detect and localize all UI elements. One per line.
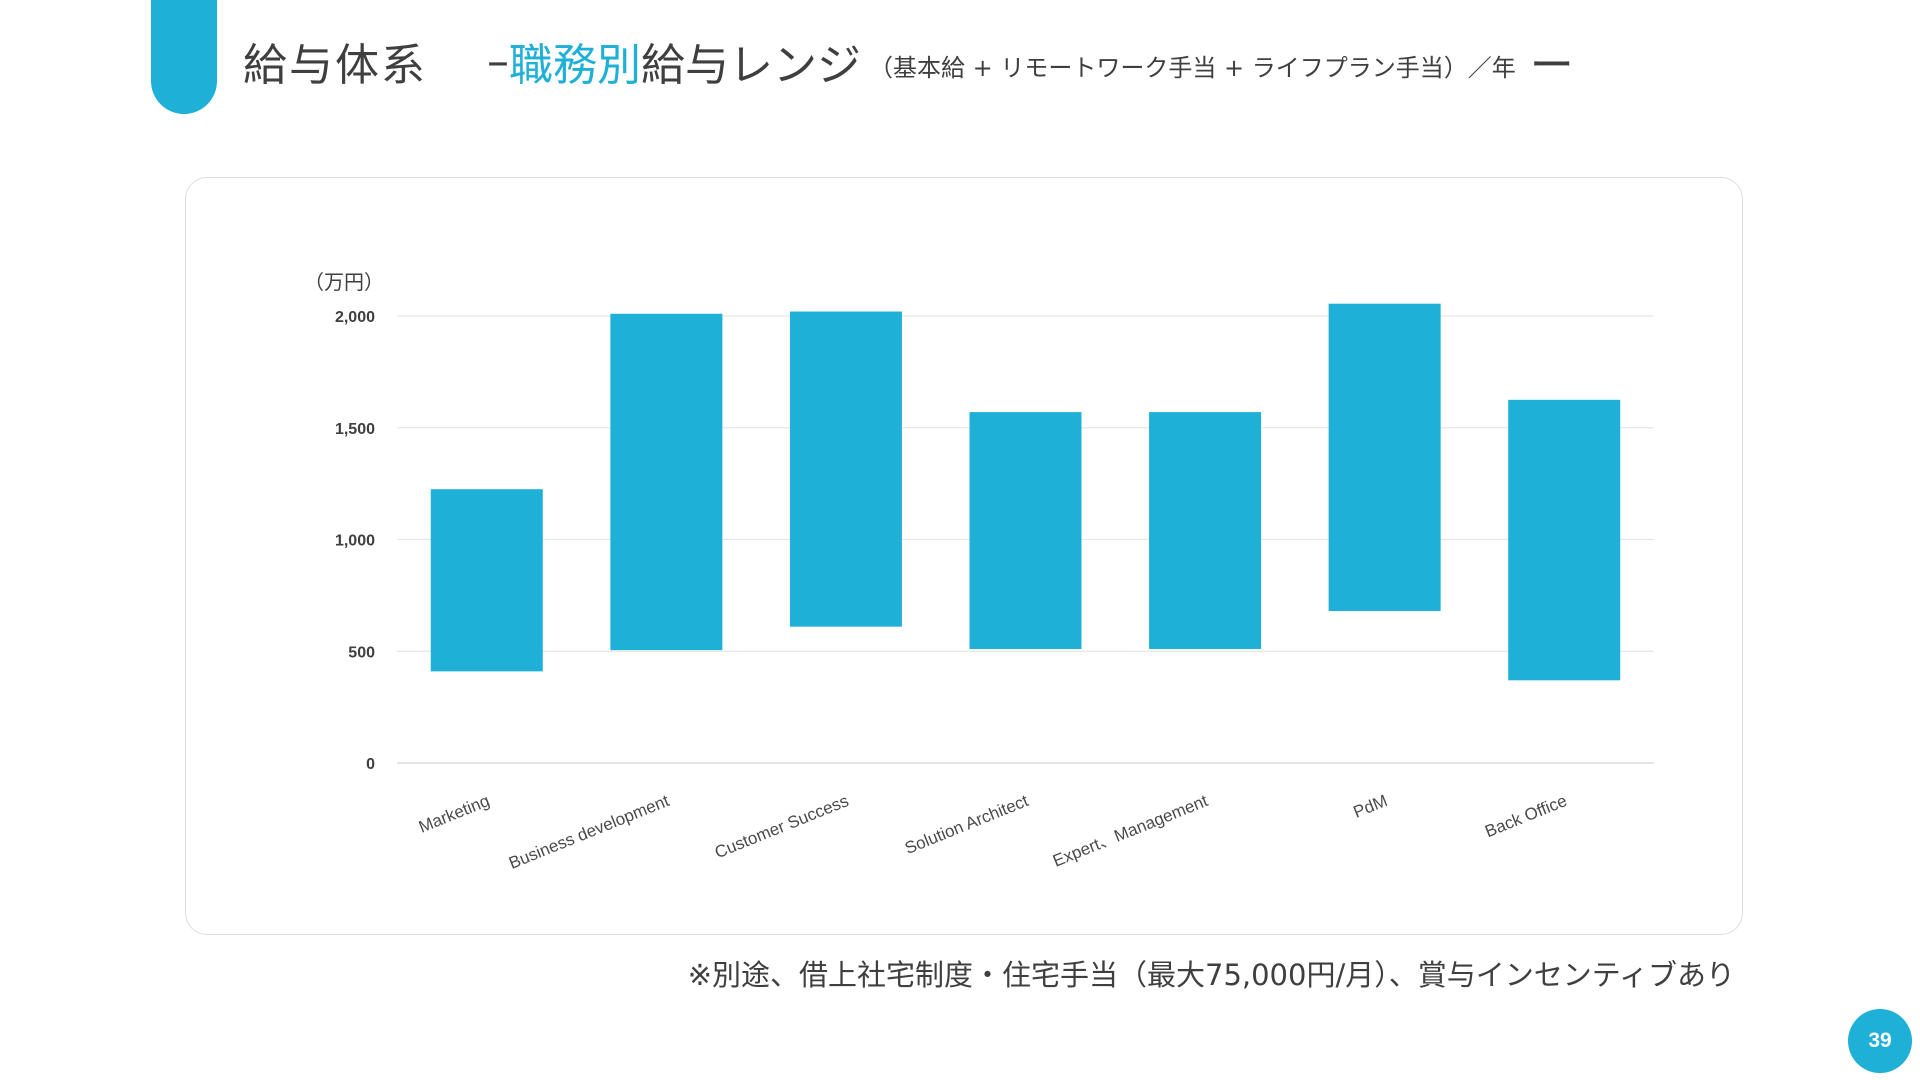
title-subtitle: （基本給 + リモートワーク手当 + ライフプラン手当）／年: [869, 53, 1516, 82]
range-bar: [430, 489, 543, 672]
slide-title: 給与体系 – 職務別 給与レンジ （基本給 + リモートワーク手当 + ライフプ…: [243, 26, 1574, 96]
y-unit-label: （万円）: [304, 270, 384, 294]
x-category-label: PdM: [1351, 791, 1391, 822]
chart-card: （万円） 0 500 1,000 1,500 2,000 Marketing Business…: [185, 177, 1743, 935]
salary-range-chart: （万円） 0 500 1,000 1,500 2,000 Marketing Business…: [304, 270, 1654, 873]
x-category-label: Back Office: [1482, 791, 1569, 841]
x-category-label: Marketing: [416, 791, 492, 837]
range-bar: [969, 412, 1082, 650]
title-end-dash: ー: [1529, 40, 1574, 91]
y-tick-label: 1,000: [335, 533, 375, 550]
y-tick-label: 500: [348, 644, 375, 661]
x-category-label: Customer Success: [712, 791, 851, 862]
y-tick-label: 0: [366, 756, 375, 773]
title-accent-tab: [151, 0, 217, 114]
title-main: 給与体系: [243, 40, 427, 91]
y-tick-label: 2,000: [335, 309, 375, 326]
range-bar: [1328, 303, 1441, 612]
x-category-label: Business development: [506, 791, 672, 873]
footnote: ※別途、借上社宅制度・住宅手当（最大75,000円/月）、賞与インセンティブあり: [687, 958, 1735, 992]
page-number-badge: 39: [1848, 1009, 1912, 1073]
range-bar: [1508, 399, 1621, 681]
title-dash: –: [487, 35, 509, 87]
x-category-label: Expert、Management: [1050, 791, 1211, 871]
range-bar: [610, 313, 723, 651]
title-accent-text: 職務別: [509, 40, 641, 91]
range-bar: [1149, 412, 1262, 650]
title-rest-text: 給与レンジ: [641, 40, 861, 91]
x-category-label: Solution Architect: [902, 791, 1031, 858]
bar-layer: [430, 303, 1621, 681]
range-bar: [789, 311, 902, 627]
y-tick-label: 1,500: [335, 421, 375, 438]
